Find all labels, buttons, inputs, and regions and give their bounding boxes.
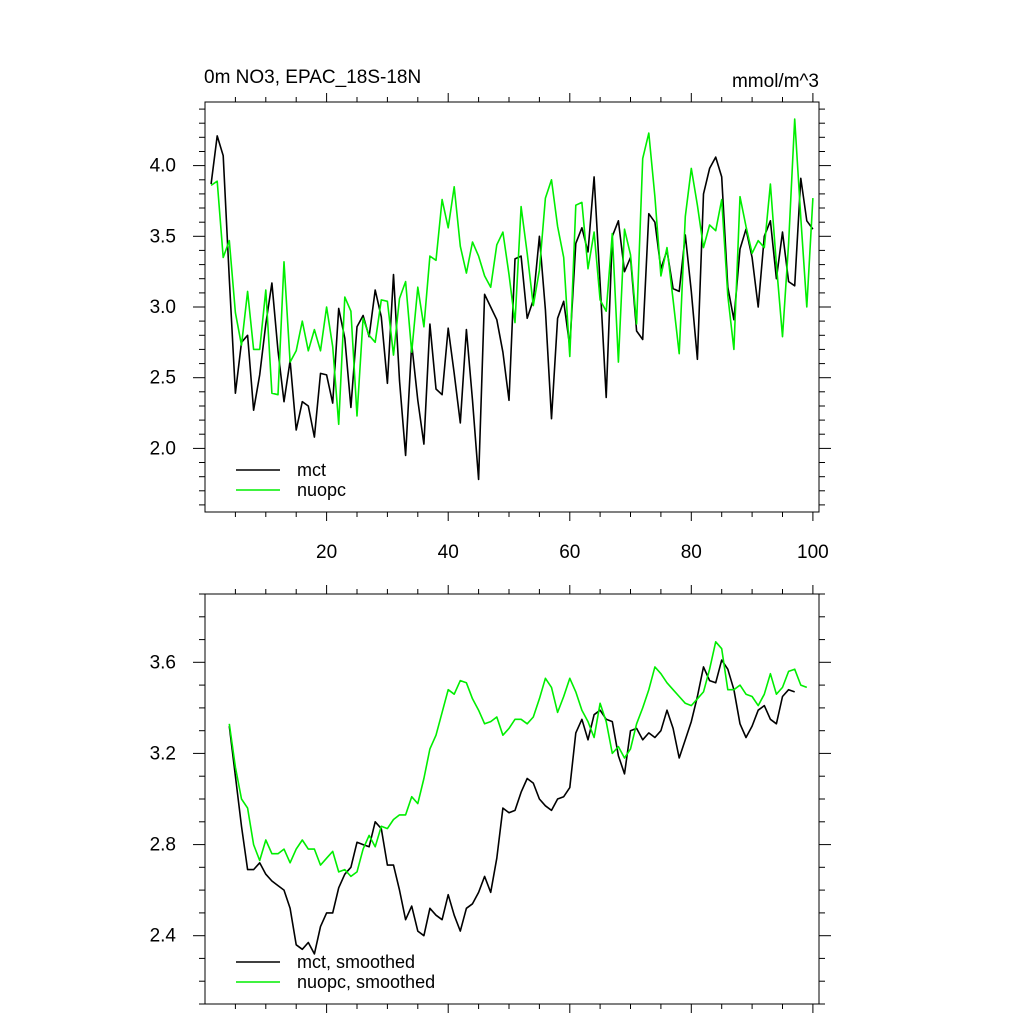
x-tick-label-top-20: 20 bbox=[316, 542, 337, 563]
axes-top: 2.0 2.5 3.0 3.5 4.0 20 40 60 80 100 bbox=[150, 93, 831, 563]
y-tick-label-bottom-2.4: 2.4 bbox=[150, 926, 177, 947]
series-line-nuopc-smoothed bbox=[228, 640, 808, 878]
legend-label-nuopc: nuopc bbox=[297, 480, 346, 500]
x-tick-label-top-80: 80 bbox=[681, 542, 702, 563]
y-tick-label-top-2.5: 2.5 bbox=[150, 368, 176, 389]
y-tick-label-bottom-3.6: 3.6 bbox=[150, 652, 176, 673]
plot-frame-top bbox=[204, 101, 820, 513]
legend-label-mct: mct bbox=[297, 460, 326, 480]
legend-label-mct-smoothed: mct, smoothed bbox=[297, 952, 415, 972]
series-layer-top bbox=[210, 118, 814, 481]
top-panel: 0m NO3, EPAC_18S-18N mmol/m^3 2.0 2.5 3.0 3… bbox=[150, 67, 831, 563]
units-label: mmol/m^3 bbox=[732, 71, 819, 92]
series-line-mct-smoothed bbox=[228, 659, 795, 955]
y-tick-label-top-3.5: 3.5 bbox=[150, 226, 176, 247]
x-tick-label-top-100: 100 bbox=[797, 542, 829, 563]
y-tick-label-top-2.0: 2.0 bbox=[150, 438, 176, 459]
series-line-mct bbox=[210, 135, 814, 481]
x-tick-label-top-40: 40 bbox=[438, 542, 459, 563]
axes-bottom: 2.4 2.8 3.2 3.6 bbox=[150, 585, 831, 1013]
x-tick-label-top-60: 60 bbox=[559, 542, 580, 563]
legend-top: mct nuopc bbox=[236, 460, 346, 500]
y-tick-label-bottom-3.2: 3.2 bbox=[150, 743, 176, 764]
plot-frame-bottom bbox=[204, 593, 820, 1005]
y-tick-label-bottom-2.8: 2.8 bbox=[150, 835, 176, 856]
bottom-panel: 2.4 2.8 3.2 3.6 mct, smoothed nuopc, smooth… bbox=[150, 585, 831, 1013]
chart-title: 0m NO3, EPAC_18S-18N bbox=[204, 67, 421, 88]
series-line-nuopc bbox=[210, 118, 814, 426]
y-tick-label-top-4.0: 4.0 bbox=[150, 156, 176, 177]
legend-bottom: mct, smoothed nuopc, smoothed bbox=[236, 952, 435, 992]
legend-label-nuopc-smoothed: nuopc, smoothed bbox=[297, 972, 435, 992]
series-layer-bottom bbox=[228, 640, 808, 955]
y-tick-label-top-3.0: 3.0 bbox=[150, 297, 176, 318]
